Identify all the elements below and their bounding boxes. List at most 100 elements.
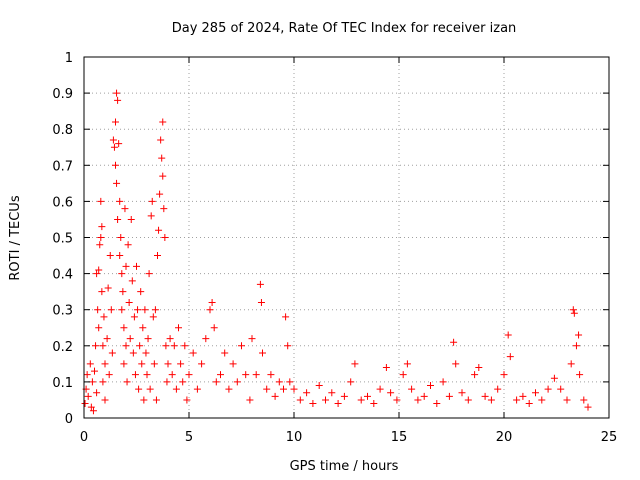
data-point [130, 313, 138, 321]
data-point [157, 136, 165, 144]
data-point [322, 396, 329, 404]
data-point [100, 313, 108, 321]
data-point [506, 353, 514, 361]
data-point [139, 324, 147, 332]
data-point [275, 378, 283, 386]
data-point [334, 400, 342, 408]
data-point [347, 378, 355, 386]
data-point [170, 342, 178, 350]
data-point [185, 371, 193, 379]
data-point [154, 252, 161, 260]
data-point [303, 389, 311, 397]
data-point [89, 407, 97, 415]
data-point [146, 385, 154, 393]
data-point [433, 400, 441, 408]
data-point [370, 400, 378, 408]
y-tick-label: 0.6 [52, 195, 73, 210]
data-point [403, 360, 411, 368]
data-point [106, 252, 114, 260]
x-tick-label: 0 [80, 430, 88, 445]
data-point [131, 371, 139, 379]
data-point [159, 118, 167, 126]
data-point [500, 371, 508, 379]
data-point [439, 378, 447, 386]
data-point [357, 396, 365, 404]
data-point [107, 306, 115, 314]
data-point [116, 252, 124, 260]
data-point [494, 385, 502, 393]
data-point [112, 118, 119, 126]
data-point [393, 396, 401, 404]
y-tick-label: 1 [65, 51, 73, 66]
data-point [99, 342, 107, 350]
data-point [99, 378, 107, 386]
data-point [458, 389, 466, 397]
y-tick-label: 0.4 [52, 268, 73, 283]
data-point [142, 349, 150, 357]
data-point [137, 288, 145, 296]
data-point [217, 371, 224, 379]
data-point [117, 234, 125, 241]
data-point [98, 288, 106, 296]
data-point [519, 392, 527, 400]
data-point [286, 378, 294, 386]
data-point [109, 136, 117, 144]
data-point [504, 331, 512, 339]
data-point [414, 396, 422, 404]
y-tick-label: 0.9 [52, 87, 73, 102]
data-point [104, 284, 112, 292]
data-point [221, 349, 229, 357]
data-point [127, 215, 135, 223]
data-point [328, 389, 336, 397]
data-point [212, 378, 220, 386]
data-point [136, 342, 144, 350]
y-axis-label: ROTI / TECUs [8, 195, 23, 280]
data-point [309, 400, 317, 408]
data-point [233, 378, 241, 386]
data-point [172, 385, 180, 393]
data-point [575, 331, 583, 339]
data-point [376, 385, 384, 393]
data-point [238, 342, 245, 350]
data-point [95, 266, 103, 274]
data-point [198, 360, 206, 368]
data-point [155, 226, 163, 234]
data-point [134, 306, 142, 314]
data-point [481, 392, 489, 400]
data-point [256, 280, 264, 288]
data-point [141, 306, 149, 314]
data-point [475, 363, 483, 371]
data-point [427, 382, 434, 390]
data-point [148, 197, 156, 205]
data-point [550, 374, 558, 382]
data-point [452, 360, 460, 368]
data-point [525, 400, 533, 408]
data-point [267, 371, 275, 379]
data-point [93, 389, 101, 397]
data-point [114, 215, 122, 223]
data-point [121, 205, 129, 213]
data-point [189, 349, 197, 357]
data-point [163, 378, 171, 386]
data-point [150, 360, 158, 368]
data-point [119, 288, 127, 296]
data-point [138, 360, 146, 368]
data-point [242, 371, 250, 379]
data-point [114, 96, 122, 104]
x-axis-label: GPS time / hours [290, 459, 399, 474]
x-tick-label: 5 [185, 430, 193, 445]
data-point [161, 234, 169, 241]
data-point [179, 378, 187, 386]
data-point [183, 396, 191, 404]
data-point [84, 392, 92, 400]
data-point [252, 371, 260, 379]
data-point [271, 392, 279, 400]
data-point [123, 378, 131, 386]
y-tick-label: 0.5 [52, 232, 73, 247]
data-point [513, 396, 521, 404]
data-point [408, 385, 416, 393]
data-point [572, 342, 580, 350]
data-point [225, 385, 233, 393]
data-point [152, 396, 160, 404]
x-tick-label: 25 [601, 430, 618, 445]
